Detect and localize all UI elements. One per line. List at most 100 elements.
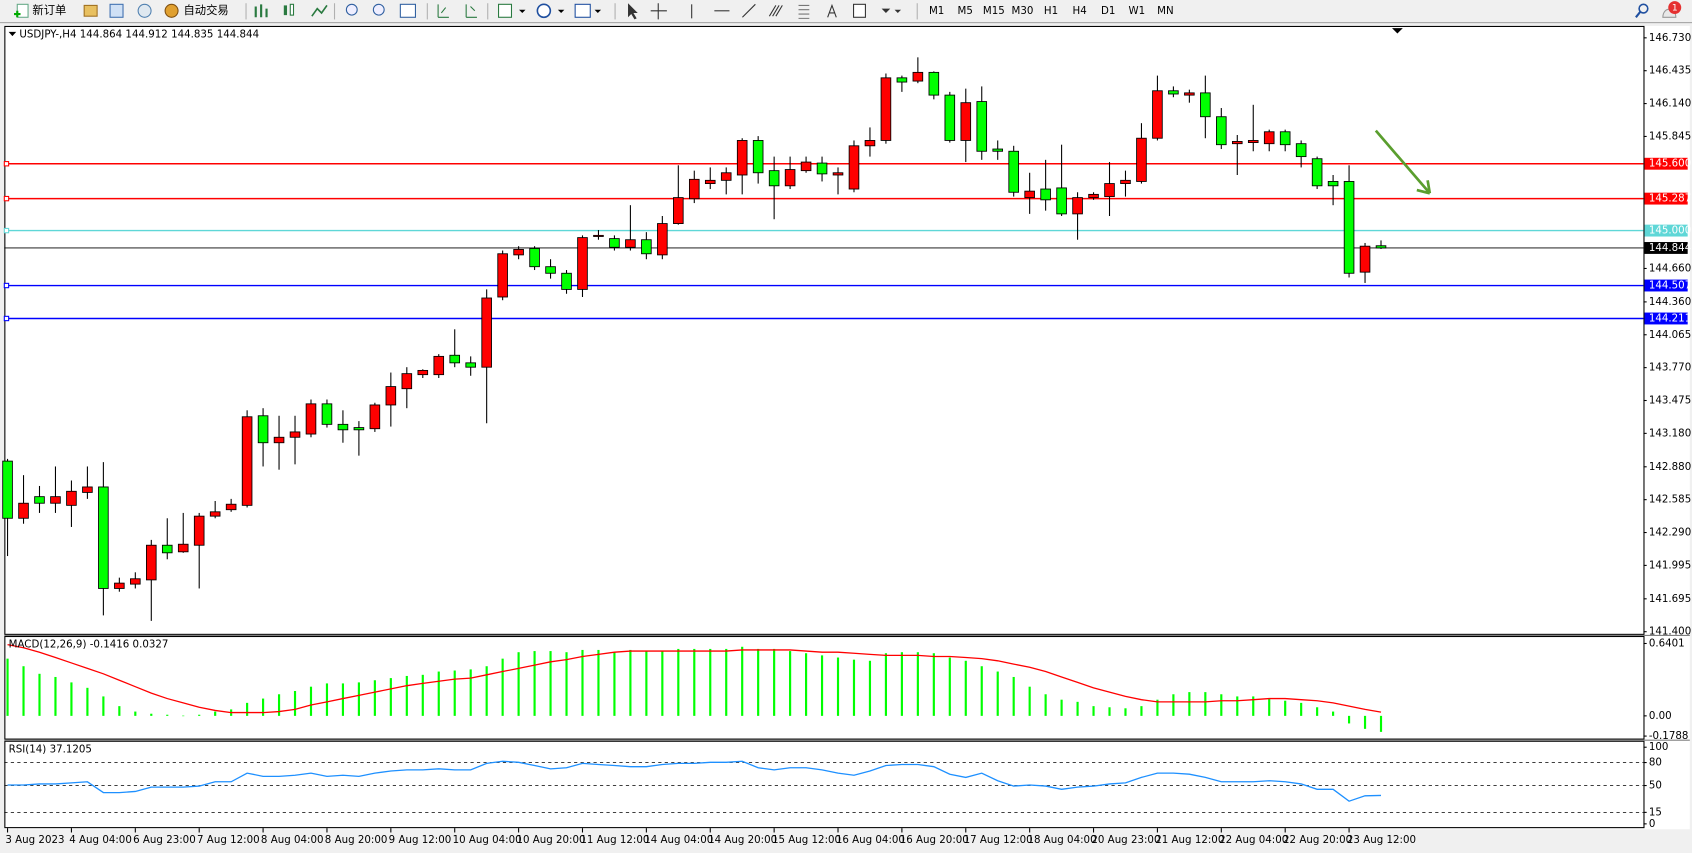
- macd-histogram-bar: [389, 678, 392, 716]
- timeframe-button[interactable]: H4: [1073, 5, 1087, 17]
- macd-histogram-bar: [86, 687, 89, 716]
- dropdown-arrow[interactable]: [557, 9, 565, 13]
- label-button[interactable]: [853, 3, 866, 18]
- candle-body: [768, 170, 780, 187]
- zoom-in-button[interactable]: [345, 3, 358, 16]
- new-order-button[interactable]: 新订单: [14, 3, 66, 18]
- candle-chart-button[interactable]: [283, 5, 288, 16]
- y-tick-label: 0.00: [1649, 710, 1672, 722]
- zoom-out-button[interactable]: [372, 3, 385, 16]
- macd-histogram-bar: [453, 670, 456, 716]
- main-panel-frame: [4, 25, 1645, 635]
- text-button[interactable]: [827, 3, 837, 18]
- dropdown-arrow[interactable]: [594, 9, 602, 13]
- autoscroll-button[interactable]: [437, 4, 449, 18]
- auto-trading-button[interactable]: 自动交易: [164, 3, 229, 18]
- macd-signal-line: [7, 643, 1382, 714]
- candle-body: [449, 354, 461, 364]
- macd-histogram-bar: [1252, 696, 1255, 716]
- line-chart-button[interactable]: [311, 4, 328, 17]
- macd-histogram-bar: [581, 649, 584, 716]
- timeframe-button[interactable]: M30: [1011, 5, 1033, 17]
- shapes-button[interactable]: [881, 8, 902, 13]
- macd-histogram-bar: [102, 696, 105, 716]
- x-tick-label: 23 Aug 12:00: [1347, 834, 1416, 846]
- y-tick-label: 144.360: [1649, 296, 1691, 308]
- x-tick-label: 10 Aug 20:00: [516, 834, 585, 846]
- toolbar-bg: [0, 0, 1692, 23]
- timeframe-button[interactable]: M15: [983, 5, 1005, 17]
- candle-body: [577, 237, 588, 290]
- timeframe-button[interactable]: M1: [929, 5, 944, 17]
- macd-histogram-bar: [1028, 686, 1031, 716]
- tile-button[interactable]: [399, 3, 416, 18]
- candle-body: [800, 161, 812, 172]
- x-tick-label: 8 Aug 20:00: [325, 834, 388, 846]
- chart-shift-button[interactable]: [465, 4, 477, 18]
- indicators-button[interactable]: [497, 3, 513, 18]
- macd-histogram-bar: [996, 671, 999, 716]
- tool-icon[interactable]: [109, 3, 124, 18]
- candle-body: [1024, 190, 1035, 199]
- x-tick-label: 20 Aug 23:00: [1091, 834, 1160, 846]
- y-tick-label: 144.065: [1649, 329, 1691, 341]
- candle-body: [593, 234, 604, 237]
- candle-body: [912, 71, 924, 82]
- candle-body: [273, 436, 285, 444]
- macd-histogram-bar: [150, 713, 153, 716]
- candle-body: [1008, 150, 1019, 193]
- macd-histogram-bar: [277, 694, 281, 716]
- symbol-menu-arrow[interactable]: [8, 31, 17, 37]
- crosshair-button[interactable]: [650, 3, 667, 20]
- candle-body: [66, 490, 77, 506]
- fibo-button[interactable]: [798, 4, 810, 19]
- candle-body: [880, 77, 892, 141]
- candle-body: [177, 543, 189, 553]
- tool-icon[interactable]: [83, 4, 98, 17]
- candle-body: [832, 172, 844, 176]
- timeframe-button[interactable]: M5: [958, 5, 973, 17]
- candle-chart-button[interactable]: [289, 3, 295, 16]
- candle-body: [497, 253, 508, 298]
- x-tick-label: 6 Aug 23:00: [133, 834, 196, 846]
- macd-signal-value: 0.0327: [133, 639, 169, 651]
- cursor-button[interactable]: [628, 3, 638, 20]
- candle-body: [673, 197, 684, 225]
- timeframe-button[interactable]: H1: [1044, 5, 1058, 17]
- candle-body: [545, 266, 556, 274]
- level-handle: [3, 282, 10, 289]
- macd-histogram-bar: [741, 646, 744, 716]
- candle-body: [960, 102, 972, 141]
- notification-count: 1: [1672, 3, 1678, 14]
- timeframe-button[interactable]: D1: [1101, 5, 1115, 17]
- templates-button[interactable]: [574, 3, 591, 18]
- y-tick-label: 15: [1649, 806, 1662, 818]
- timeframe-button[interactable]: MN: [1157, 5, 1174, 17]
- macd-histogram-bar: [597, 649, 600, 716]
- macd-histogram-bar: [629, 649, 632, 716]
- x-tick-label: 7 Aug 12:00: [197, 834, 260, 846]
- x-tick-label: 18 Aug 04:00: [1028, 834, 1097, 846]
- x-tick-label: 8 Aug 04:00: [261, 834, 324, 846]
- header-open: 144.864: [80, 29, 122, 41]
- candle-body: [1279, 131, 1291, 146]
- candle-body: [98, 486, 109, 589]
- candle-body: [145, 544, 157, 581]
- macd-histogram-bar: [22, 666, 25, 716]
- tool-icon[interactable]: [137, 3, 152, 18]
- candle-body: [1152, 90, 1163, 139]
- candle-body: [1327, 181, 1339, 187]
- x-tick-label: 4 Aug 04:00: [69, 834, 132, 846]
- dropdown-arrow[interactable]: [519, 9, 526, 13]
- candle-body: [50, 496, 61, 504]
- search-button[interactable]: [1638, 3, 1649, 14]
- timeframe-button[interactable]: W1: [1128, 5, 1145, 17]
- candle-body: [209, 511, 221, 517]
- trendline-button[interactable]: [742, 3, 756, 18]
- candle-body: [2, 460, 13, 519]
- channel-button[interactable]: [768, 5, 783, 17]
- periods-button[interactable]: [536, 3, 552, 19]
- bar-chart-button[interactable]: [254, 4, 268, 18]
